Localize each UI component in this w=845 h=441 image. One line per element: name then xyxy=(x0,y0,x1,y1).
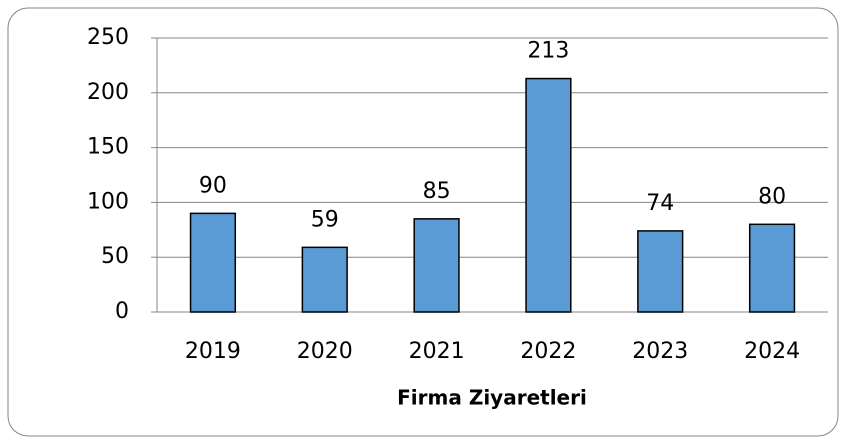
y-tick-label: 0 xyxy=(115,299,129,324)
data-label: 59 xyxy=(311,207,339,232)
bar xyxy=(637,230,684,313)
y-tick-label: 250 xyxy=(87,25,129,50)
data-label: 85 xyxy=(423,179,451,204)
x-tick-label: 2024 xyxy=(744,339,800,364)
x-tick-label: 2019 xyxy=(185,339,241,364)
bar xyxy=(189,212,237,313)
bar xyxy=(525,77,572,313)
y-tick-label: 100 xyxy=(87,189,129,214)
y-tick-label: 150 xyxy=(87,135,129,160)
y-tick-label: 200 xyxy=(87,80,129,105)
data-label: 90 xyxy=(199,173,227,198)
x-tick-label: 2022 xyxy=(520,339,576,364)
bar xyxy=(301,246,348,313)
y-tick-label: 50 xyxy=(101,244,129,269)
x-axis-label: Firma Ziyaretleri xyxy=(397,386,587,410)
x-tick-label: 2021 xyxy=(409,339,465,364)
bar xyxy=(413,218,460,313)
data-label: 80 xyxy=(758,184,786,209)
bar xyxy=(748,223,796,313)
x-tick-label: 2020 xyxy=(297,339,353,364)
x-tick-label: 2023 xyxy=(632,339,688,364)
data-label: 213 xyxy=(527,39,569,64)
data-label: 74 xyxy=(646,191,674,216)
